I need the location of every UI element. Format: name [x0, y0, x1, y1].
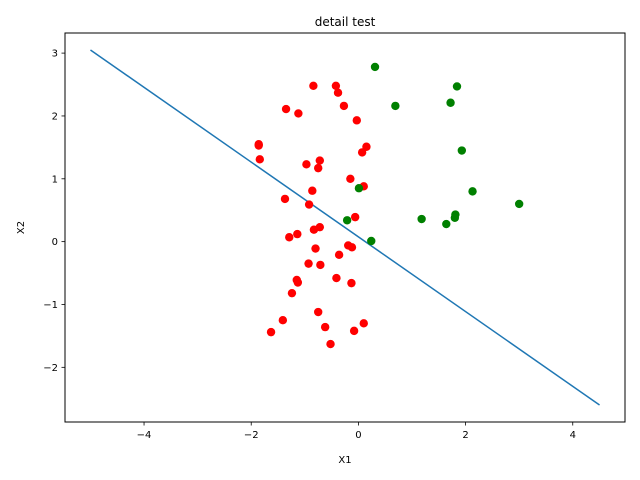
y-tick-label: 1 [52, 174, 58, 185]
red-point [346, 174, 355, 183]
red-point [255, 155, 264, 164]
red-point [287, 288, 297, 298]
red-point [254, 141, 263, 150]
red-point [309, 81, 318, 90]
x-axis-label: X1 [338, 455, 351, 466]
green-point [468, 187, 477, 196]
y-tick-label: 2 [52, 111, 58, 122]
red-point [357, 148, 367, 157]
red-point [304, 259, 313, 268]
red-point [285, 233, 294, 242]
red-point [293, 229, 302, 239]
green-point [442, 219, 451, 229]
red-point [266, 327, 276, 337]
green-point [450, 213, 460, 222]
plot-frame [64, 32, 626, 423]
x-tick-label: 4 [570, 430, 576, 441]
chart-title: detail test [315, 15, 376, 29]
green-point [354, 184, 364, 193]
red-point [304, 200, 314, 209]
x-tick-label: −2 [244, 430, 259, 441]
decision-boundary-line [90, 49, 600, 406]
y-axis-label: X2 [16, 221, 27, 234]
green-point [514, 199, 524, 209]
green-point [367, 236, 376, 246]
green-point [446, 98, 455, 107]
red-point [278, 315, 288, 325]
red-point [316, 260, 325, 270]
green-point [417, 214, 426, 224]
red-point [302, 160, 311, 169]
red-point [315, 156, 325, 165]
red-point [314, 307, 323, 317]
red-point [331, 81, 341, 90]
x-tick-label: 2 [462, 430, 468, 441]
red-point [352, 116, 361, 125]
green-point [391, 101, 400, 111]
red-point [320, 322, 330, 332]
red-point [281, 104, 291, 114]
red-point [349, 326, 359, 336]
red-point [350, 212, 360, 222]
red-point [347, 243, 357, 252]
x-tick-label: 0 [355, 430, 361, 441]
red-point [294, 109, 303, 118]
red-point [333, 88, 343, 97]
y-tick-label: 0 [52, 237, 58, 248]
y-tick-label: −1 [43, 300, 58, 311]
red-point [314, 163, 323, 173]
y-tick-label: 3 [52, 49, 58, 60]
red-point [332, 273, 341, 283]
red-point [309, 225, 319, 234]
axis-ticks: −4 −2 0 2 4 −2 −1 0 1 2 3 [43, 49, 576, 441]
y-tick-label: −2 [43, 363, 58, 374]
red-point [293, 278, 303, 287]
red-point [334, 250, 344, 260]
green-point [370, 62, 380, 72]
x-tick-label: −4 [137, 430, 152, 441]
red-point [308, 186, 317, 195]
red-point [326, 339, 335, 349]
green-point [457, 146, 467, 155]
red-point [311, 244, 320, 253]
red-point [339, 101, 349, 111]
red-point [359, 319, 368, 328]
green-point [452, 82, 462, 91]
green-point [342, 216, 352, 225]
red-point [280, 194, 290, 204]
red-point [347, 278, 356, 288]
plot-marks [90, 49, 600, 406]
